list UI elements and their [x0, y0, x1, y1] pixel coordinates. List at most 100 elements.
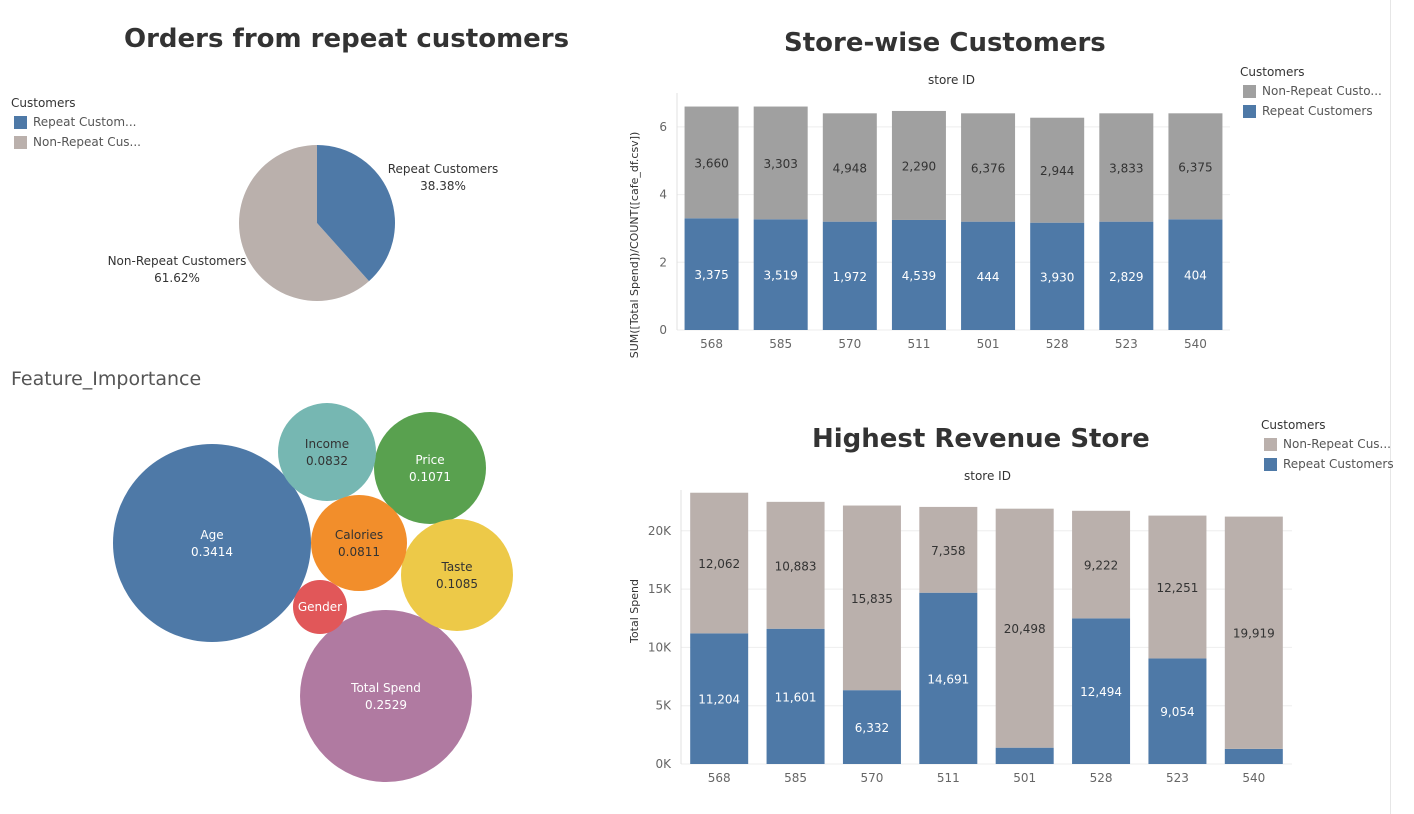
revenue-chart-title: Highest Revenue Store: [812, 424, 1150, 454]
legend-swatch: [1243, 84, 1256, 98]
bar-nonrepeat-528: [1072, 510, 1131, 619]
legend-swatch: [1264, 437, 1277, 451]
bar-repeat-540: [1168, 219, 1223, 330]
pie-label-repeat: Repeat Customers: [388, 162, 499, 176]
bubble-label: Calories: [335, 528, 383, 542]
legend-swatch: [1264, 457, 1277, 471]
bar-repeat-585: [766, 628, 825, 764]
y-tick-label: 6: [659, 120, 667, 134]
bar-repeat-568: [684, 218, 739, 330]
x-tick-label: 585: [769, 337, 792, 351]
y-tick-label: 15K: [648, 582, 672, 596]
bar-repeat-528: [1072, 618, 1131, 764]
bar-nonrepeat-570: [842, 505, 901, 691]
bubble-gender: [293, 580, 347, 634]
data-label-nonrepeat: 7,358: [931, 544, 965, 558]
bar-nonrepeat-540: [1168, 113, 1223, 220]
data-label-repeat: 444: [977, 270, 1000, 284]
legend-label: Non-Repeat Cus...: [1283, 437, 1391, 451]
data-label-repeat: 404: [1184, 269, 1207, 283]
data-label-nonrepeat: 12,251: [1156, 581, 1198, 595]
bubble-income: [278, 403, 376, 501]
bar-nonrepeat-523: [1099, 113, 1154, 222]
bubble-value: 0.0832: [306, 454, 348, 468]
pie-slice-repeat: [317, 145, 396, 282]
legend-label: Non-Repeat Custo...: [1262, 84, 1382, 98]
revenue-legend-item-nonrepeat[interactable]: Non-Repeat Cus...: [1264, 437, 1391, 451]
bar-nonrepeat-523: [1148, 515, 1207, 659]
data-label-nonrepeat: 6,375: [1178, 160, 1212, 174]
legend-swatch: [14, 135, 27, 149]
bar-nonrepeat-501: [961, 113, 1016, 222]
bar-nonrepeat-585: [753, 106, 808, 220]
bar-nonrepeat-570: [822, 113, 877, 222]
store-chart-title: Store-wise Customers: [784, 28, 1106, 58]
bubble-price: [374, 412, 486, 524]
bar-repeat-568: [690, 633, 749, 764]
data-label-repeat: 11,601: [775, 690, 817, 704]
bubble-value: 0.1085: [436, 577, 478, 591]
x-tick-label: 511: [937, 771, 960, 785]
legend-swatch: [14, 115, 27, 129]
data-label-nonrepeat: 3,833: [1109, 161, 1143, 175]
x-tick-label: 570: [838, 337, 861, 351]
revenue-legend-item-repeat[interactable]: Repeat Customers: [1264, 457, 1394, 471]
y-tick-label: 0K: [655, 757, 672, 771]
bubble-value: 0.3414: [191, 545, 233, 559]
store-wise-bar-chart: SUM([Total Spend])/COUNT([cafe_df.csv]) …: [628, 93, 1230, 359]
data-label-repeat: 4,539: [902, 269, 936, 283]
x-tick-label: 528: [1046, 337, 1069, 351]
y-tick-label: 10K: [648, 640, 672, 654]
store-legend-title: Customers: [1240, 65, 1305, 79]
bubble-value: 0.1071: [409, 470, 451, 484]
pie-label-repeat-pct: 38.38%: [420, 179, 466, 193]
data-label-repeat: 12,494: [1080, 685, 1122, 699]
legend-label: Repeat Custom...: [33, 115, 137, 129]
y-tick-label: 0: [659, 323, 667, 337]
pie-slice-nonrepeat: [239, 145, 370, 301]
store-axis-header: store ID: [928, 73, 975, 87]
x-tick-label: 523: [1115, 337, 1138, 351]
bubble-value: 0.2529: [365, 698, 407, 712]
data-label-nonrepeat: 10,883: [775, 559, 817, 573]
store-legend-item-nonrepeat[interactable]: Non-Repeat Custo...: [1243, 84, 1382, 98]
y-tick-label: 20K: [648, 524, 672, 538]
data-label-nonrepeat: 2,944: [1040, 164, 1074, 178]
bar-nonrepeat-568: [690, 492, 749, 634]
data-label-nonrepeat: 15,835: [851, 592, 893, 606]
bar-repeat-570: [822, 221, 877, 330]
bubble-age: [113, 444, 311, 642]
bar-repeat-501: [961, 221, 1016, 330]
bar-repeat-585: [753, 219, 808, 330]
bubble-label: Total Spend: [350, 681, 421, 695]
y-tick-label: 5K: [655, 699, 672, 713]
data-label-nonrepeat: 2,290: [902, 159, 936, 173]
store-y-axis-label: SUM([Total Spend])/COUNT([cafe_df.csv]): [628, 132, 641, 359]
bar-repeat-540: [1224, 748, 1283, 764]
store-legend-item-repeat[interactable]: Repeat Customers: [1243, 104, 1373, 118]
pie-legend-item-repeat[interactable]: Repeat Custom...: [14, 115, 136, 129]
bubble-label: Taste: [440, 560, 472, 574]
pie-legend-title: Customers: [11, 96, 76, 110]
bar-repeat-511: [891, 219, 946, 330]
data-label-repeat: 1,972: [833, 270, 867, 284]
data-label-repeat: 3,519: [764, 269, 798, 283]
pie-label-nonrepeat: Non-Repeat Customers: [108, 254, 247, 268]
bubble-label: Gender: [298, 600, 342, 614]
bubble-label: Price: [415, 453, 444, 467]
data-label-nonrepeat: 20,498: [1004, 622, 1046, 636]
data-label-nonrepeat: 4,948: [833, 161, 867, 175]
data-label-nonrepeat: 9,222: [1084, 559, 1118, 573]
x-tick-label: 540: [1242, 771, 1265, 785]
bubble-calories: [311, 495, 407, 591]
bar-repeat-511: [919, 592, 978, 764]
pie-label-nonrepeat-pct: 61.62%: [154, 271, 200, 285]
pie-legend-item-nonrepeat[interactable]: Non-Repeat Cus...: [14, 135, 141, 149]
legend-label: Non-Repeat Cus...: [33, 135, 141, 149]
legend-label: Repeat Customers: [1283, 457, 1394, 471]
data-label-repeat: 3,375: [694, 268, 728, 282]
legend-label: Repeat Customers: [1262, 104, 1373, 118]
pie-chart-title: Orders from repeat customers: [124, 24, 570, 54]
x-tick-label: 528: [1090, 771, 1113, 785]
bubble-value: 0.0811: [338, 545, 380, 559]
